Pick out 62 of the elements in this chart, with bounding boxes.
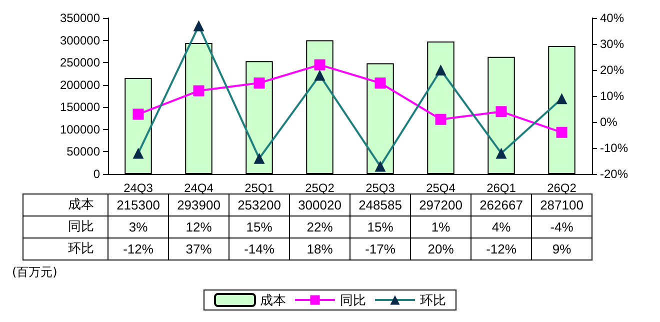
data-label: 215300 (116, 198, 160, 212)
x-tick-label: 26Q1 (486, 181, 516, 195)
x-tick-label: 24Q3 (124, 181, 154, 195)
data-label: -4% (550, 220, 574, 234)
data-label: 15% (246, 220, 273, 234)
y-tick-label: 100000 (60, 122, 100, 136)
legend-label: 环比 (420, 292, 446, 308)
data-label: 18% (306, 242, 334, 256)
point (193, 85, 204, 96)
text: 同比 (68, 220, 94, 234)
point (496, 106, 507, 118)
data-label: 297200 (419, 198, 462, 212)
y-tick-label: 200000 (60, 78, 100, 92)
text: 环比 (68, 242, 94, 256)
text: (百万元) (12, 265, 58, 279)
data-label: 37% (186, 242, 212, 256)
data-label: -12% (486, 242, 517, 256)
y-tick-label: 0 (93, 167, 100, 181)
x-tick-label: 24Q4 (184, 181, 214, 195)
text: 成本 (68, 198, 94, 212)
data-label: 248585 (358, 198, 402, 212)
point (254, 78, 265, 88)
data-label: 3% (128, 220, 148, 234)
data-label: 300020 (298, 198, 342, 212)
point (374, 78, 386, 88)
data-label: 293900 (177, 198, 220, 212)
legend-label: 同比 (340, 292, 366, 308)
point (132, 108, 144, 120)
data-label: 12% (186, 220, 212, 234)
data-label: 1% (431, 220, 451, 234)
data-label: 20% (428, 242, 454, 256)
x-tick-label: 26Q2 (547, 181, 577, 195)
y2-tick-label: -10% (600, 141, 628, 155)
y2-tick-label: 0% (600, 115, 618, 129)
data-label: -17% (365, 242, 396, 256)
y2-tick-label: -20% (600, 167, 628, 181)
data-label: 262667 (480, 198, 523, 212)
point (556, 126, 568, 138)
point (314, 59, 326, 70)
data-label: 15% (367, 220, 394, 234)
data-label: 9% (552, 242, 572, 256)
x-tick-label: 25Q2 (305, 181, 335, 195)
legend-label: 成本 (260, 292, 286, 308)
data-label: 287100 (540, 198, 584, 212)
data-label: -12% (123, 242, 154, 256)
y-tick-label: 350000 (60, 11, 100, 25)
point (435, 114, 446, 125)
y2-tick-label: 10% (600, 89, 624, 103)
y-tick-label: 250000 (60, 56, 100, 70)
y2-tick-label: 20% (600, 63, 624, 77)
y2-tick-label: 40% (600, 11, 624, 25)
x-tick-label: 25Q3 (366, 181, 396, 195)
y-tick-label: 50000 (66, 144, 100, 159)
y-tick-label: 300000 (60, 33, 100, 48)
y-tick-label: 150000 (60, 100, 100, 114)
x-tick-label: 25Q1 (244, 181, 274, 195)
data-label: 253200 (238, 198, 281, 212)
data-label: 4% (492, 220, 512, 234)
data-label: 22% (306, 220, 334, 234)
y2-tick-label: 30% (600, 37, 624, 51)
x-tick-label: 25Q4 (426, 181, 456, 195)
data-label: -14% (244, 242, 275, 256)
